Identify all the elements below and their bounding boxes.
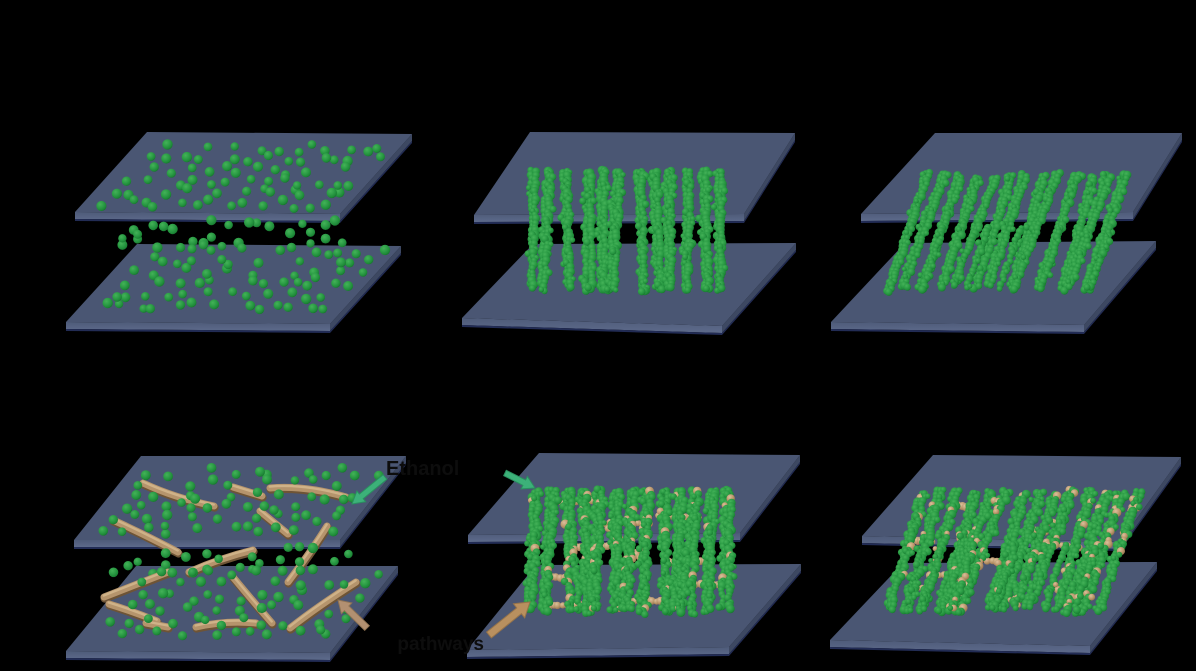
svg-text:Ethanol: Ethanol [386,458,459,480]
svg-text:pathways: pathways [397,634,484,655]
